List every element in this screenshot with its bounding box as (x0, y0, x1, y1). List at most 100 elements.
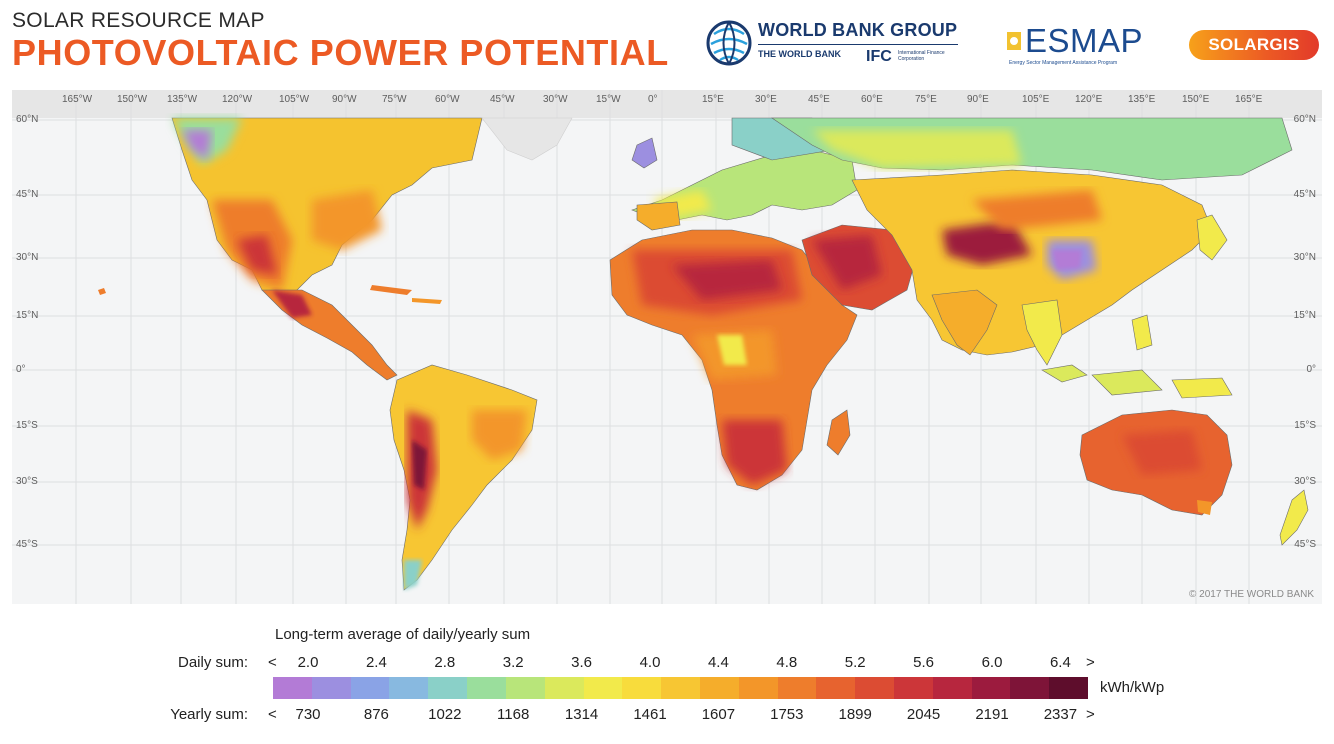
color-scale-bar (273, 677, 1089, 699)
color-scale-swatch (428, 677, 468, 699)
esmap-name: ESMAP (1025, 22, 1144, 59)
color-scale-swatch (467, 677, 506, 699)
longitude-label: 135°W (167, 94, 198, 105)
color-scale-swatch (622, 677, 662, 699)
longitude-label: 120°E (1075, 94, 1103, 105)
daily-tick-label: 4.0 (639, 654, 661, 671)
australia (1079, 409, 1309, 546)
longitude-label: 60°W (435, 94, 460, 105)
color-scale-swatch (1010, 677, 1050, 699)
yearly-tick-label: 1022 (428, 706, 462, 723)
yearly-tick-label: 1753 (770, 706, 804, 723)
longitude-label: 15°W (596, 94, 621, 105)
longitude-label: 90°E (967, 94, 989, 105)
daily-tick-label: 4.8 (776, 654, 798, 671)
legend-heading: Long-term average of daily/yearly sum (275, 626, 531, 643)
latitude-label: 30°N (16, 252, 39, 263)
color-scale-swatch (273, 677, 312, 699)
longitude-label: 150°W (117, 94, 148, 105)
daily-less-than: < (268, 654, 277, 671)
daily-tick-label: 6.4 (1049, 654, 1071, 671)
esmap-description: Energy Sector Management Assistance Prog… (1009, 60, 1118, 66)
esmap-logo: ESMAP Energy Sector Management Assistanc… (1005, 22, 1150, 70)
world-map[interactable]: 60°N 45°N 30°N 15°N 0° 15°S 30°S 45°S 60°N 45°N 3… (12, 90, 1322, 604)
daily-tick-label: 5.2 (844, 654, 866, 671)
ifc-name: IFC (866, 48, 892, 65)
color-scale-swatch (971, 677, 1011, 699)
latitude-label: 60°N (1293, 114, 1316, 125)
latitude-label: 45°N (1293, 189, 1316, 200)
longitude-label: 150°E (1182, 94, 1210, 105)
world-bank-group-logo: WORLD BANK GROUP THE WORLD BANK IFC Inte… (706, 20, 968, 70)
africa (609, 229, 858, 491)
map-canvas (12, 90, 1322, 604)
latitude-label: 60°N (16, 114, 39, 125)
yearly-tick-label: 2191 (975, 706, 1009, 723)
latitude-label: 30°S (16, 476, 38, 487)
latitude-label: 0° (16, 364, 26, 375)
longitude-label: 75°E (915, 94, 937, 105)
yearly-tick-label: 1168 (497, 706, 530, 723)
longitude-label: 105°E (1022, 94, 1050, 105)
longitude-label: 45°E (808, 94, 830, 105)
yearly-tick-label: 876 (363, 706, 389, 723)
color-scale-swatch (583, 677, 623, 699)
color-scale-swatch (350, 677, 390, 699)
longitude-label: 45°W (490, 94, 515, 105)
south-america (389, 364, 538, 591)
longitude-label: 165°E (1235, 94, 1263, 105)
daily-tick-label: 3.2 (502, 654, 524, 671)
latitude-label: 30°S (1294, 476, 1316, 487)
yearly-tick-label: 1461 (633, 706, 667, 723)
color-scale-swatch (389, 677, 429, 699)
latitude-label: 15°S (16, 420, 38, 431)
world-bank-globe-icon (706, 20, 752, 66)
color-scale-swatch (505, 677, 545, 699)
color-scale-swatch (816, 677, 856, 699)
longitude-label: 30°W (543, 94, 568, 105)
logo-divider (758, 44, 958, 45)
longitude-label: 90°W (332, 94, 357, 105)
longitude-label: 120°W (222, 94, 253, 105)
daily-tick-label: 2.0 (297, 654, 319, 671)
yearly-tick-label: 1607 (701, 706, 736, 723)
longitude-label: 15°E (702, 94, 724, 105)
daily-sum-label: Daily sum: (177, 654, 248, 671)
yearly-tick-label: 2045 (906, 706, 941, 723)
yearly-tick-label: 1314 (564, 706, 599, 723)
latitude-label: 45°N (16, 189, 39, 200)
world-bank-group-name: WORLD BANK GROUP (758, 20, 958, 40)
daily-tick-label: 2.4 (365, 654, 387, 671)
daily-tick-label: 2.8 (434, 654, 456, 671)
yearly-tick-label: 730 (295, 706, 321, 723)
yearly-tick-label: 2337 (1043, 706, 1078, 723)
color-scale-swatch (932, 677, 972, 699)
longitude-label: 135°E (1128, 94, 1156, 105)
color-scale-swatch (661, 677, 700, 699)
latitude-label: 45°S (16, 539, 38, 550)
color-scale-swatch (699, 677, 739, 699)
longitude-label: 105°W (279, 94, 310, 105)
ifc-description: International Finance Corporation (898, 50, 945, 62)
solargis-logo: SOLARGIS (1189, 30, 1319, 60)
latitude-label: 0° (1306, 364, 1316, 375)
world-bank-name: THE WORLD BANK (758, 49, 841, 59)
daily-tick-label: 3.6 (571, 654, 593, 671)
latitude-label: 30°N (1293, 252, 1316, 263)
color-scale-swatch (855, 677, 894, 699)
map-subtitle: SOLAR RESOURCE MAP (12, 9, 265, 32)
latitude-label: 15°N (1293, 310, 1316, 321)
north-america (171, 117, 483, 381)
color-scale-swatch (738, 677, 778, 699)
longitude-label: 75°W (382, 94, 407, 105)
color-scale-swatch (894, 677, 933, 699)
daily-greater-than: > (1086, 654, 1095, 671)
color-scale-swatch (1049, 677, 1089, 699)
asia (851, 169, 1233, 399)
color-scale-swatch (777, 677, 817, 699)
latitude-label: 15°N (16, 310, 39, 321)
longitude-label: 30°E (755, 94, 777, 105)
map-title: PHOTOVOLTAIC POWER POTENTIAL (12, 32, 669, 73)
longitude-label: 165°W (62, 94, 93, 105)
daily-tick-label: 6.0 (981, 654, 1003, 671)
